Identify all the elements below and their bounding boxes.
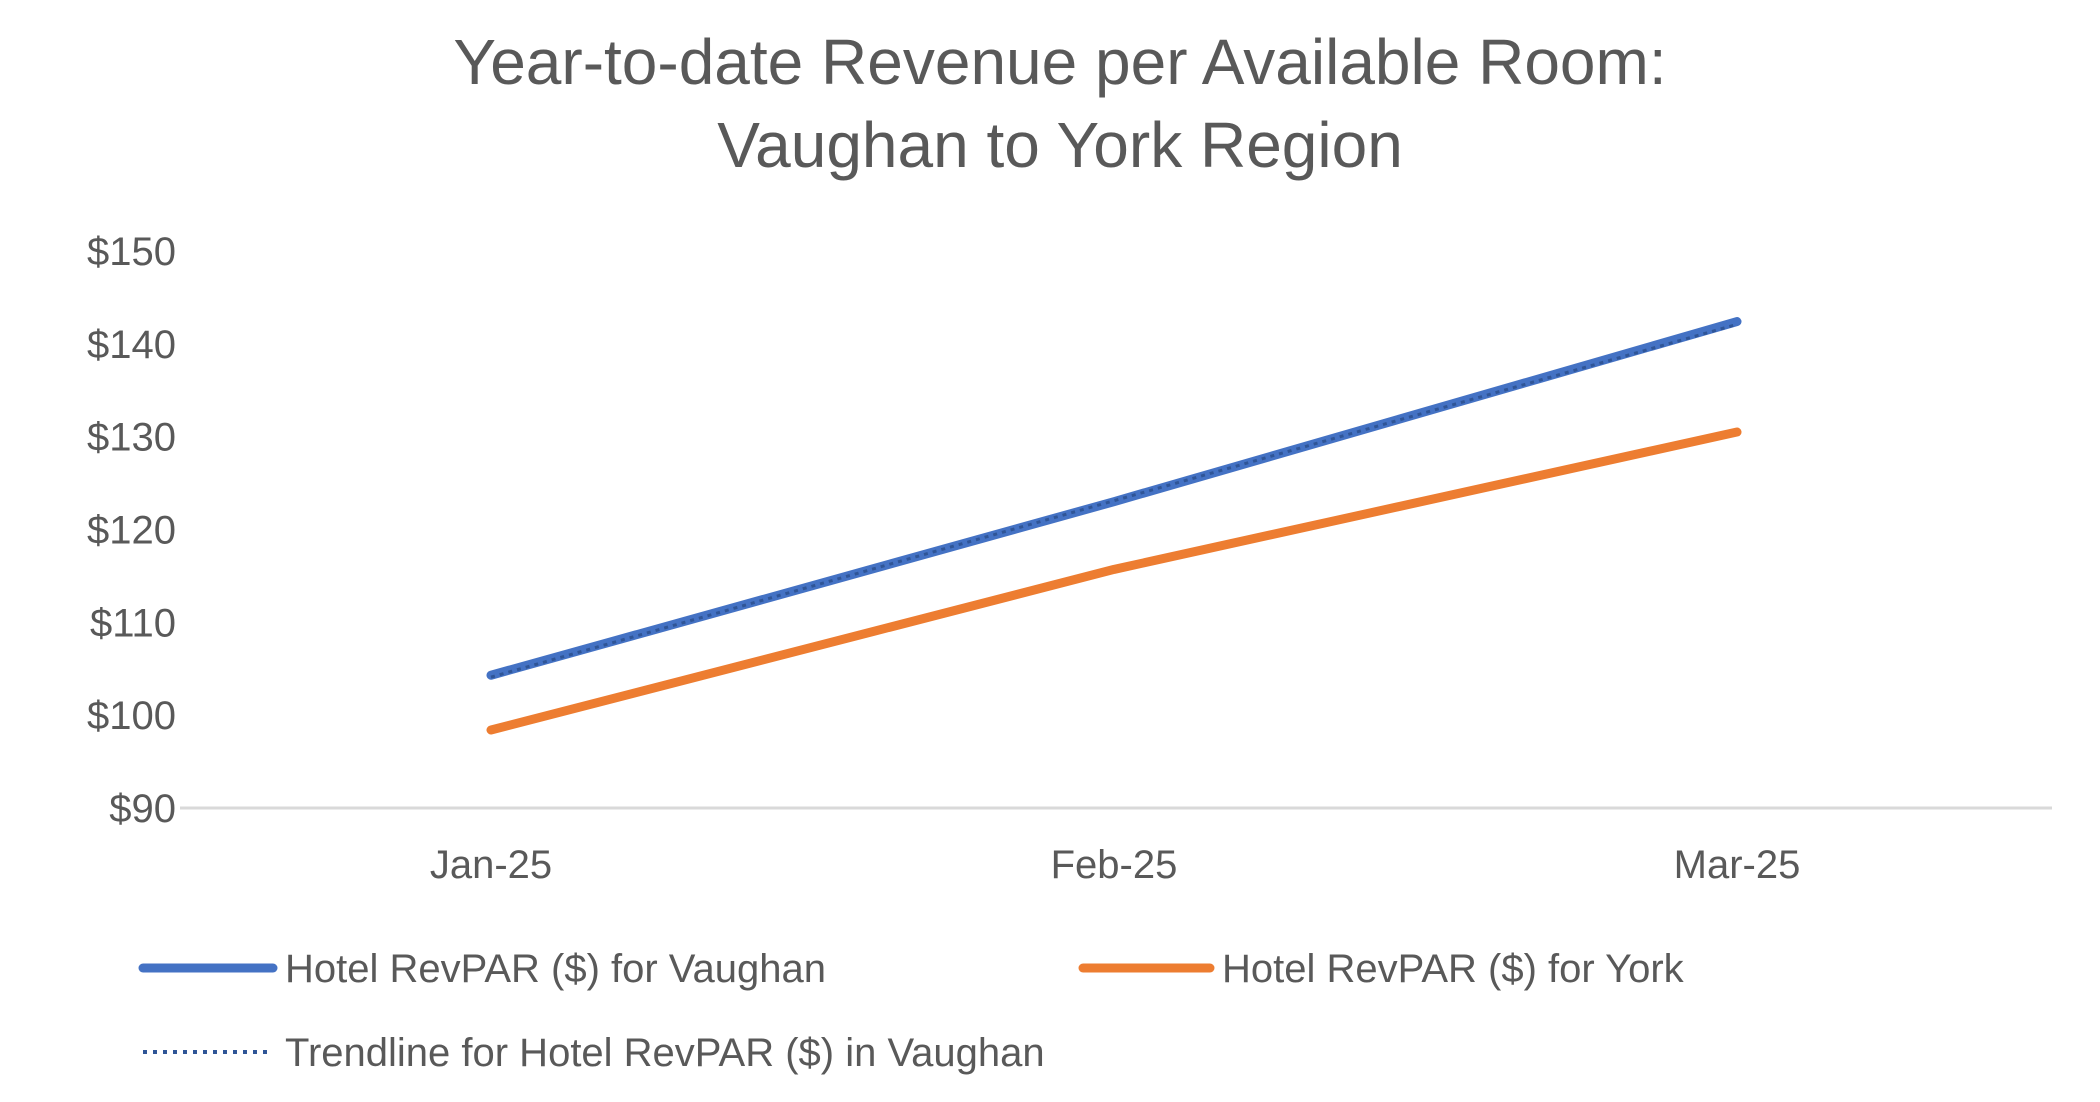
y-tick-label: $150 — [87, 230, 176, 274]
y-axis-tick-labels: $90 $100 $110 $120 $130 $140 $150 — [87, 230, 176, 831]
x-tick-label: Feb-25 — [1051, 843, 1178, 887]
x-axis-tick-labels: Jan-25 Feb-25 Mar-25 — [430, 843, 1801, 887]
legend-label: Trendline for Hotel RevPAR ($) in Vaugha… — [285, 1031, 1045, 1075]
x-tick-label: Jan-25 — [430, 843, 552, 887]
y-tick-label: $120 — [87, 509, 176, 553]
chart-title-line-1: Year-to-date Revenue per Available Room: — [453, 26, 1666, 98]
y-tick-label: $130 — [87, 416, 176, 460]
legend-label: Hotel RevPAR ($) for Vaughan — [285, 947, 826, 991]
y-tick-label: $140 — [87, 323, 176, 367]
legend: Hotel RevPAR ($) for Vaughan Hotel RevPAR… — [138, 947, 1685, 1075]
legend-label: Hotel RevPAR ($) for York — [1222, 947, 1685, 991]
y-tick-label: $90 — [109, 787, 176, 831]
chart-title-line-2: Vaughan to York Region — [717, 109, 1403, 181]
series-lines — [486, 317, 1742, 735]
y-tick-label: $110 — [90, 601, 176, 645]
x-tick-label: Mar-25 — [1674, 843, 1801, 887]
legend-item-vaughan: Hotel RevPAR ($) for Vaughan — [138, 947, 826, 991]
legend-item-york: Hotel RevPAR ($) for York — [1078, 947, 1685, 991]
series-line-vaughan — [486, 317, 1742, 680]
series-line-york — [486, 427, 1742, 735]
y-tick-label: $100 — [87, 694, 176, 738]
legend-item-trendline: Trendline for Hotel RevPAR ($) in Vaugha… — [143, 1031, 1045, 1075]
